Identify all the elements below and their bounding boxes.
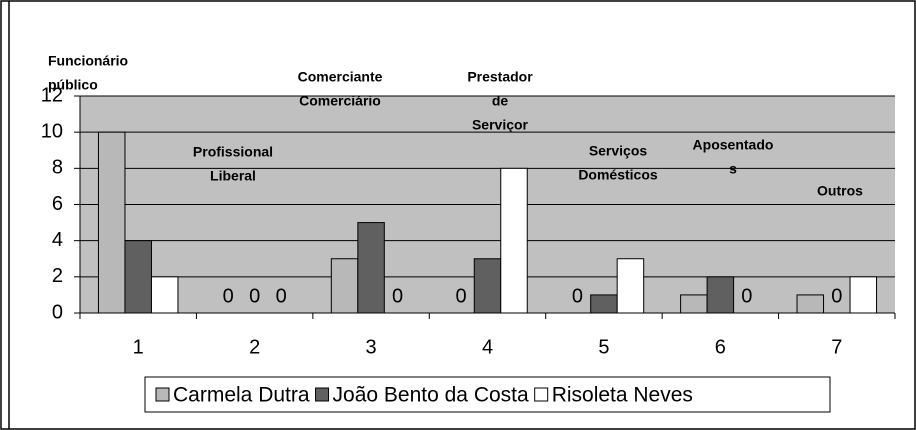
bar (150, 276, 179, 314)
legend-label: João Bento da Costa (333, 384, 529, 407)
y-tick-label: 0 (52, 301, 63, 323)
data-label: 0 (831, 285, 842, 307)
bar (849, 276, 878, 314)
bar (616, 258, 645, 314)
x-tick-label: 2 (249, 336, 260, 358)
bar (124, 240, 152, 314)
legend-box (144, 376, 831, 413)
data-label: 0 (276, 285, 287, 307)
y-tick-label: 2 (52, 265, 63, 287)
x-tick-label: 7 (831, 336, 842, 358)
x-tick-label: 5 (598, 336, 609, 358)
x-tick-label: 3 (366, 336, 377, 358)
bar (796, 294, 825, 314)
legend-label: Risoleta Neves (552, 384, 693, 407)
data-label: 0 (572, 285, 583, 307)
bar (357, 222, 385, 314)
legend-swatch (155, 387, 170, 402)
x-tick-label: 1 (133, 336, 144, 358)
bar (680, 294, 708, 314)
data-label: 0 (249, 285, 260, 307)
annotation: Domésticos (578, 167, 658, 183)
x-tick-label: 4 (482, 336, 493, 358)
annotation: Serviços (589, 143, 648, 159)
annotation: Funcionário (48, 53, 128, 69)
data-label: 0 (741, 285, 752, 307)
annotation: s (729, 161, 737, 177)
bar (500, 167, 528, 314)
bar (97, 131, 126, 314)
annotation: público (48, 77, 98, 93)
y-tick-label: 10 (41, 120, 63, 142)
data-label: 0 (455, 285, 466, 307)
y-tick-label: 4 (52, 229, 63, 251)
data-label: 0 (392, 285, 403, 307)
legend-swatch (315, 387, 330, 402)
annotation: Comerciário (299, 93, 381, 109)
y-tick-label: 6 (52, 193, 63, 215)
data-label: 0 (223, 285, 234, 307)
annotation: Profissional (193, 144, 273, 160)
annotation: Serviçor (472, 117, 529, 133)
annotation: Liberal (210, 168, 256, 184)
bar (473, 258, 502, 314)
x-tick-label: 6 (715, 336, 726, 358)
bar (330, 258, 359, 314)
legend-swatch (534, 387, 549, 402)
legend-label: Carmela Dutra (173, 384, 310, 407)
annotation: Outros (817, 183, 863, 199)
annotation: Prestador (467, 69, 533, 85)
annotation: de (492, 93, 509, 109)
annotation: Aposentado (693, 137, 774, 153)
y-tick-label: 8 (52, 157, 63, 179)
bar (590, 294, 618, 314)
bar (706, 276, 735, 314)
y-tick-label: 12 (41, 84, 63, 106)
annotation: Comerciante (298, 69, 383, 85)
